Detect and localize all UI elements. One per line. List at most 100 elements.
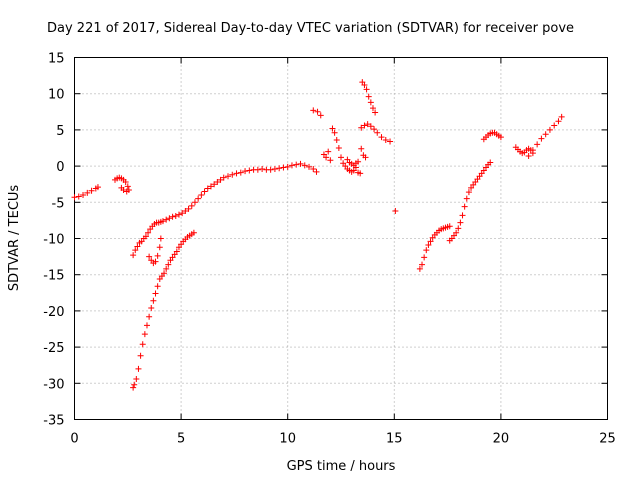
- series-arc-6: [310, 107, 324, 119]
- x-tick-label: 0: [70, 432, 78, 447]
- data-point: [459, 212, 466, 219]
- x-tick-label: 15: [386, 432, 403, 447]
- data-point: [154, 283, 161, 290]
- y-tick-label: 10: [48, 88, 65, 103]
- data-point: [75, 193, 82, 200]
- data-point: [131, 381, 138, 388]
- series-arc-2: [112, 174, 132, 195]
- data-point: [94, 184, 101, 191]
- data-point: [534, 141, 541, 148]
- data-point: [271, 165, 278, 172]
- data-point: [173, 248, 180, 255]
- data-point: [229, 171, 236, 178]
- data-point: [497, 134, 504, 141]
- data-point: [538, 135, 545, 142]
- data-point: [237, 169, 244, 176]
- data-point: [284, 163, 291, 170]
- data-point: [157, 235, 164, 242]
- data-point: [150, 297, 157, 304]
- data-points: [71, 79, 565, 391]
- series-arc-14: [446, 159, 494, 244]
- data-point: [362, 154, 369, 161]
- data-point: [276, 165, 283, 172]
- series-arc-9: [359, 79, 379, 116]
- data-point: [446, 223, 453, 230]
- data-point: [288, 162, 295, 169]
- data-point: [146, 313, 153, 320]
- data-point: [214, 179, 221, 186]
- data-point: [201, 188, 208, 195]
- series-arc-17: [525, 113, 565, 159]
- y-tick-label: -5: [52, 196, 65, 211]
- data-point: [152, 290, 159, 297]
- data-point: [558, 113, 565, 120]
- data-point: [358, 145, 365, 152]
- y-tick-label: 15: [48, 52, 65, 67]
- data-point: [306, 163, 313, 170]
- data-point: [254, 166, 261, 173]
- x-tick-label: 10: [279, 432, 296, 447]
- data-point: [525, 152, 532, 159]
- data-point: [188, 202, 195, 209]
- data-point: [374, 129, 381, 136]
- data-point: [118, 184, 125, 191]
- data-point: [355, 158, 362, 165]
- data-point: [233, 170, 240, 177]
- series-arc-8: [344, 156, 362, 169]
- data-point: [246, 167, 253, 174]
- data-point: [313, 168, 320, 175]
- y-axis: -35 -30 -25 -20 -15 -10 -5 0 5 10 15: [43, 52, 608, 429]
- data-point: [84, 189, 91, 196]
- data-point: [142, 233, 149, 240]
- data-point: [220, 174, 227, 181]
- series-arc-15: [480, 129, 504, 143]
- data-point: [145, 229, 152, 236]
- data-point: [182, 207, 189, 214]
- data-point: [378, 134, 385, 141]
- data-point: [280, 164, 287, 171]
- data-point: [427, 238, 434, 245]
- grid-lines: [74, 57, 608, 420]
- data-point: [367, 123, 374, 130]
- x-axis-label: GPS time / hours: [287, 459, 396, 474]
- data-point: [457, 219, 464, 226]
- data-point: [207, 183, 214, 190]
- data-point: [297, 160, 304, 167]
- x-tick-label: 25: [599, 432, 616, 447]
- data-point: [487, 159, 494, 166]
- data-point: [148, 305, 155, 312]
- data-point: [137, 352, 144, 359]
- data-point: [387, 138, 394, 145]
- data-point: [141, 331, 148, 338]
- data-point: [453, 229, 460, 236]
- data-point: [382, 137, 389, 144]
- y-tick-label: -20: [43, 305, 64, 320]
- series-arc-4: [130, 229, 197, 391]
- data-point: [124, 183, 131, 190]
- data-point: [217, 176, 224, 183]
- x-tick-label: 5: [177, 432, 185, 447]
- data-point: [423, 247, 430, 254]
- data-point: [195, 195, 202, 202]
- data-point: [325, 148, 332, 155]
- data-point: [361, 82, 368, 89]
- data-point: [134, 243, 141, 250]
- data-point: [416, 265, 423, 272]
- data-point: [314, 108, 321, 115]
- data-point: [310, 165, 317, 172]
- y-tick-label: -25: [43, 341, 64, 356]
- data-point: [363, 86, 370, 93]
- data-point: [132, 247, 139, 254]
- data-point: [88, 187, 95, 194]
- data-point: [71, 194, 78, 201]
- series-arc-10: [358, 121, 394, 145]
- data-point: [161, 270, 168, 277]
- data-point: [135, 365, 142, 372]
- plot-frame: [74, 57, 608, 420]
- data-point: [461, 203, 468, 210]
- series-arc-13: [416, 223, 453, 272]
- data-point: [190, 229, 197, 236]
- data-point: [555, 118, 562, 125]
- data-point: [529, 147, 536, 154]
